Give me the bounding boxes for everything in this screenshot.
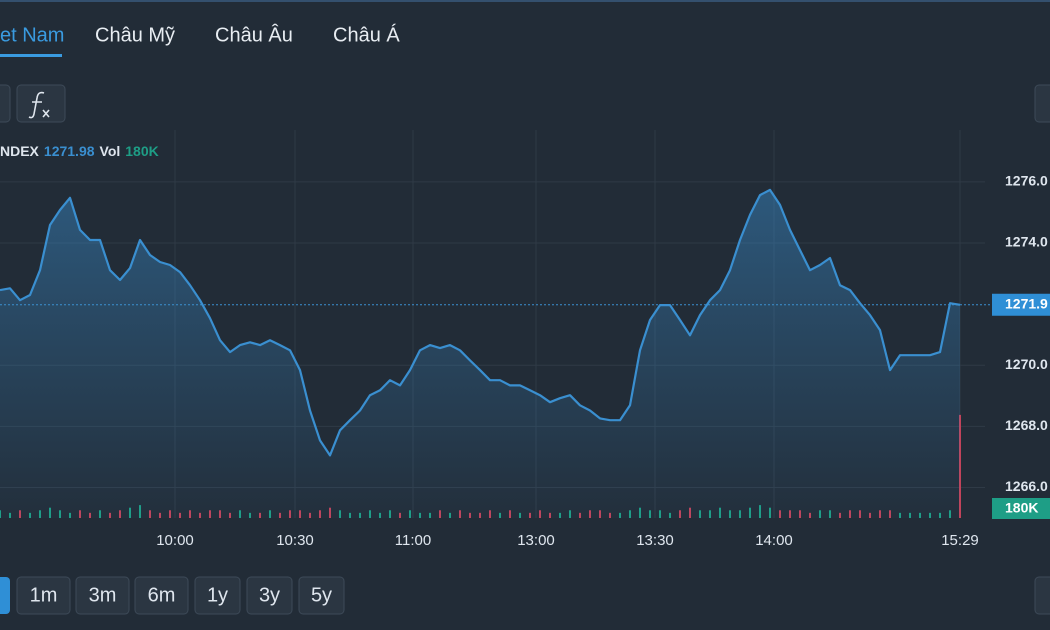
x-tick-label: 14:00	[755, 532, 793, 549]
price-tag-bg	[992, 293, 1050, 316]
legend-item: NDEX	[0, 143, 40, 159]
y-tick-label: 1266.0	[1005, 478, 1048, 494]
price-area	[0, 189, 960, 518]
legend-item: 1271.98	[44, 143, 95, 159]
fx-button[interactable]	[16, 84, 66, 123]
top-border	[0, 0, 1050, 2]
price-line	[0, 188, 961, 457]
tab[interactable]: Châu Âu	[215, 23, 293, 46]
range-button[interactable]	[194, 576, 241, 615]
chart: NDEX 1271.98 Vol 180K1276.01274.01270.01268…	[0, 130, 1050, 549]
x-tick-label: 15:29	[941, 532, 979, 549]
legend-item: 180K	[125, 143, 158, 159]
x-tick-label: 13:30	[636, 532, 674, 549]
x-tick-label: 10:00	[156, 532, 194, 549]
range-label[interactable]: 3y	[259, 584, 280, 606]
side-button[interactable]	[1034, 84, 1050, 123]
range-label[interactable]: 5y	[311, 584, 332, 606]
volume-tag-bg	[992, 498, 1050, 519]
x-tick-label: 10:30	[276, 532, 314, 549]
legend-item: Vol	[100, 143, 121, 159]
range-button[interactable]	[75, 576, 130, 615]
range-button[interactable]	[16, 576, 71, 615]
range-label[interactable]: 6m	[148, 584, 176, 606]
range-button[interactable]	[298, 576, 345, 615]
y-tick-label: 1270.0	[1005, 356, 1048, 372]
volume-tag: 180K	[1005, 500, 1038, 516]
active-range-button[interactable]	[0, 577, 10, 614]
fx-icon	[28, 91, 50, 119]
y-tick-label: 1276.0	[1005, 173, 1048, 189]
active-tab-underline	[0, 54, 62, 57]
tab[interactable]: Châu Mỹ	[95, 24, 175, 46]
x-tick-label: 11:00	[395, 532, 431, 549]
tab[interactable]: Châu Á	[333, 23, 400, 46]
legend-header: NDEX 1271.98 Vol 180K	[0, 143, 159, 159]
price-tag: 1271.9	[1005, 295, 1048, 311]
tab[interactable]: et Nam	[0, 24, 64, 46]
fx-button-bg[interactable]	[16, 84, 66, 123]
range-button[interactable]	[134, 576, 189, 615]
range-label[interactable]: 1m	[30, 584, 58, 606]
x-tick-label: 13:00	[517, 532, 555, 549]
range-button[interactable]	[246, 576, 293, 615]
y-tick-label: 1268.0	[1005, 417, 1048, 433]
fullscreen-button[interactable]	[1034, 576, 1050, 615]
y-tick-label: 1274.0	[1005, 234, 1048, 250]
tool-button[interactable]	[0, 84, 11, 123]
range-label[interactable]: 1y	[207, 584, 228, 606]
range-label[interactable]: 3m	[89, 584, 117, 606]
